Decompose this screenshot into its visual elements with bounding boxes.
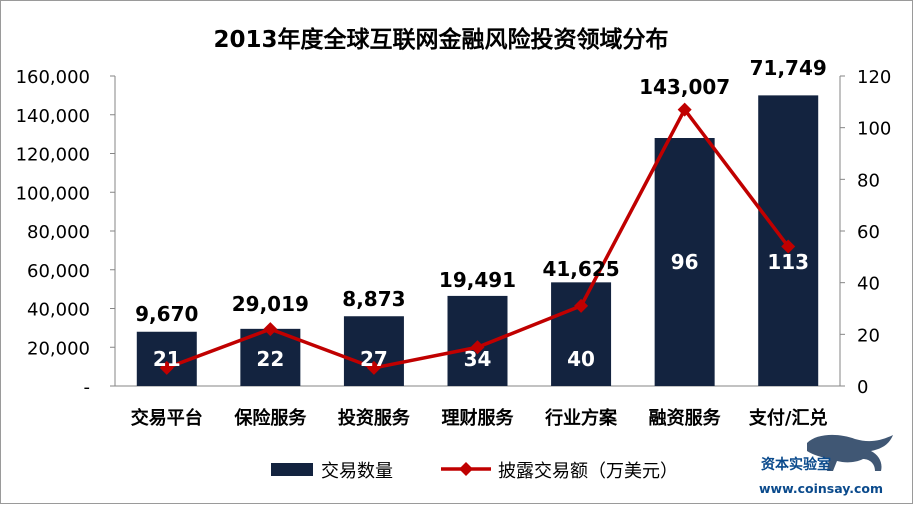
line-point <box>470 340 485 355</box>
legend-bar-label: 交易数量 <box>321 461 393 482</box>
bar-top-label: 19,491 <box>439 268 516 292</box>
line-point <box>677 102 692 117</box>
y-left-tick-label: 100,000 <box>16 183 90 204</box>
legend-bar-swatch <box>271 463 313 476</box>
bar-inner-label: 27 <box>360 347 388 371</box>
line-point <box>574 298 589 313</box>
line-point <box>159 360 174 375</box>
watermark-name: 资本实验室 <box>761 456 831 473</box>
x-category-label: 理财服务 <box>442 407 515 429</box>
bar-top-label: 8,873 <box>342 287 405 311</box>
y-right-tick-label: 60 <box>857 222 880 243</box>
bar <box>654 138 715 386</box>
bar-inner-label: 40 <box>567 347 595 371</box>
legend: 交易数量 披露交易额（万美元） <box>271 461 678 482</box>
x-category-label: 支付/汇兑 <box>748 407 828 429</box>
watermark-url: www.coinsay.com <box>759 481 883 496</box>
y-left-tick-label: 40,000 <box>27 300 90 321</box>
x-category-label: 交易平台 <box>131 407 203 429</box>
chart-title: 2013年度全球互联网金融风险投资领域分布 <box>213 26 668 53</box>
bar-top-label: 41,625 <box>542 257 619 281</box>
bar-top-label: 71,749 <box>750 56 827 80</box>
plot-area: - 20,000 40,000 60,000 80,000 100,000 120,000 1… <box>16 56 892 429</box>
y-right-tick-label: 0 <box>857 377 868 398</box>
y-left-tick-label: - <box>84 377 91 398</box>
y-left-tick-label: 160,000 <box>16 67 90 88</box>
bar-inner-label: 96 <box>671 250 699 274</box>
x-category-label: 行业方案 <box>544 407 618 429</box>
panther-logo-icon <box>807 434 893 471</box>
y-right-tick-label: 40 <box>857 274 880 295</box>
bar-inner-label: 113 <box>767 250 809 274</box>
legend-line-marker <box>459 462 473 476</box>
x-category-label: 保险服务 <box>233 407 307 429</box>
line-point <box>366 360 381 375</box>
y-left-tick-label: 120,000 <box>16 145 90 166</box>
y-right-tick-label: 100 <box>857 119 891 140</box>
y-right-tick-label: 20 <box>857 325 880 346</box>
watermark: 资本实验室 www.coinsay.com <box>755 431 905 501</box>
x-category-label: 投资服务 <box>338 407 411 429</box>
bar-top-label: 143,007 <box>639 75 730 99</box>
bar-inner-label: 21 <box>153 347 181 371</box>
x-category-label: 融资服务 <box>649 407 722 429</box>
line-point <box>263 322 278 337</box>
bar-inner-label: 34 <box>464 347 492 371</box>
y-left-tick-label: 20,000 <box>27 338 90 359</box>
y-left-tick-label: 60,000 <box>27 261 90 282</box>
legend-line-label: 披露交易额（万美元） <box>498 461 678 482</box>
bar-top-label: 29,019 <box>232 292 309 316</box>
bar-inner-label: 22 <box>256 347 284 371</box>
y-right-tick-label: 80 <box>857 170 880 191</box>
y-right-tick-label: 120 <box>857 67 891 88</box>
bar-top-label: 9,670 <box>135 302 198 326</box>
line-point <box>781 239 796 254</box>
y-left-tick-label: 140,000 <box>16 106 90 127</box>
y-left-tick-label: 80,000 <box>27 222 90 243</box>
